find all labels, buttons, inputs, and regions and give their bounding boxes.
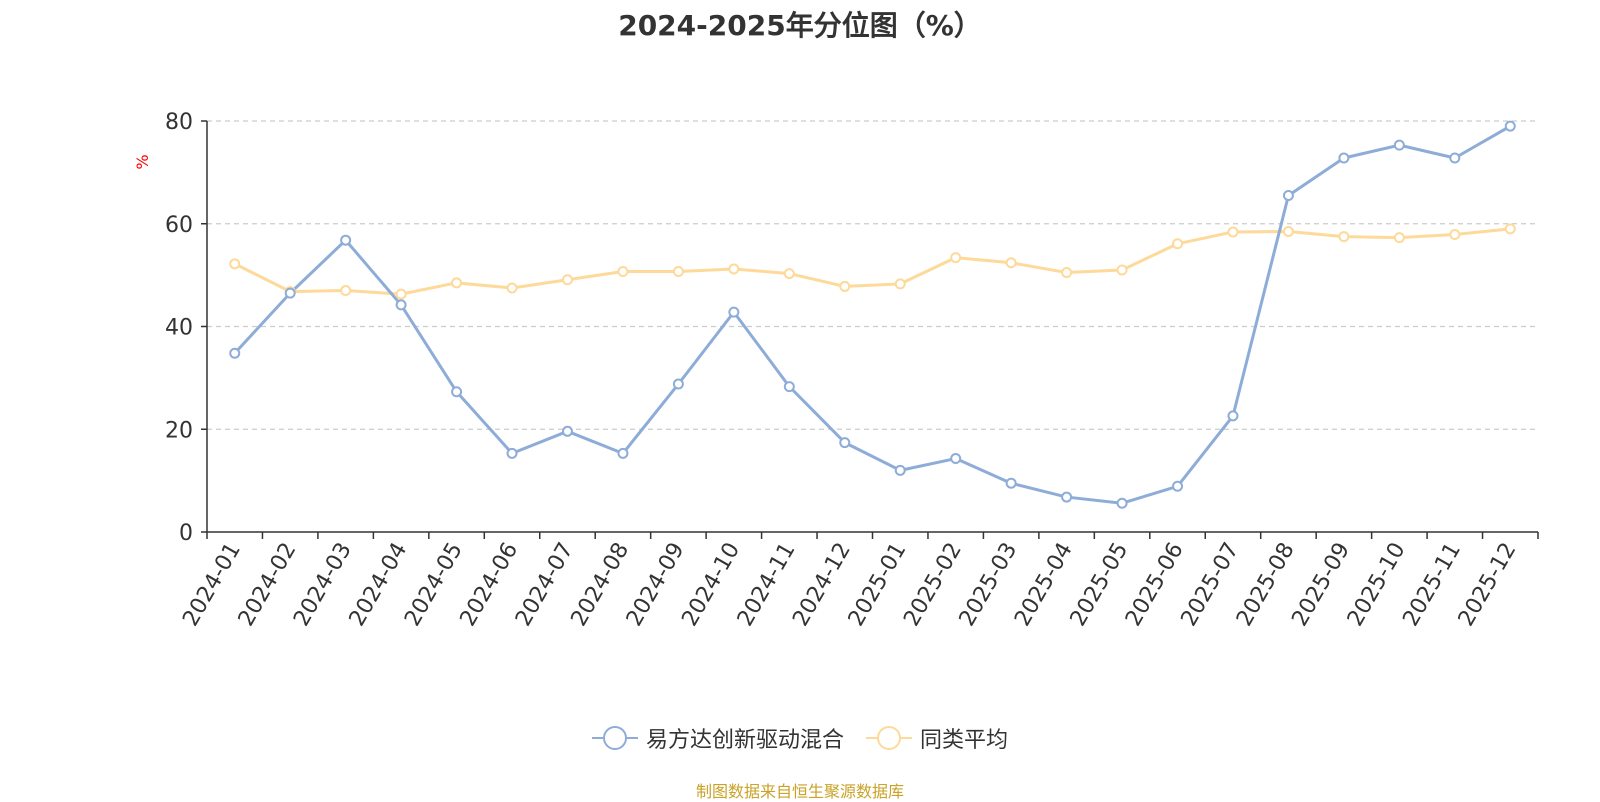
series-1-point: [284, 287, 296, 299]
legend-item-series-1[interactable]: 易方达创新驱动混合: [591, 722, 844, 754]
y-tick-label: 80: [165, 110, 193, 135]
series-2-point: [1282, 225, 1294, 237]
series-2-point: [1227, 226, 1239, 238]
series-1-point: [1172, 480, 1184, 492]
series-1-point: [1061, 491, 1073, 503]
series-1-point: [340, 234, 352, 246]
series-2-point: [1005, 257, 1017, 269]
series-1-point: [672, 378, 684, 390]
series-1-point: [1393, 139, 1405, 151]
series-1-point: [1227, 410, 1239, 422]
series-1-point: [506, 447, 518, 459]
series-2-point: [1061, 267, 1073, 279]
legend-label-series-1: 易方达创新驱动混合: [645, 728, 844, 753]
series-1-point: [1005, 477, 1017, 489]
series-1-point: [1282, 189, 1294, 201]
legend-swatch-series-1: [591, 725, 638, 751]
series-1-point: [728, 306, 740, 318]
y-axis-unit: %: [133, 154, 152, 169]
series-2-point: [672, 266, 684, 278]
series-2-point: [950, 252, 962, 264]
series-1-point: [783, 381, 795, 393]
y-tick-label: 60: [165, 213, 193, 238]
series-2-point: [1338, 231, 1350, 243]
series-2-point: [783, 268, 795, 280]
series-1-point: [617, 447, 629, 459]
series-1-point: [839, 437, 851, 449]
series-2-point: [395, 288, 407, 300]
series-1-point: [1504, 120, 1516, 132]
series-1-point: [229, 347, 241, 359]
series-1-point: [950, 453, 962, 465]
series-2-point: [728, 263, 740, 275]
series-2-point: [1393, 232, 1405, 244]
y-tick-label: 40: [165, 316, 193, 341]
series-2-point: [1172, 238, 1184, 250]
series-2-point: [617, 266, 629, 278]
series-2-point: [451, 277, 463, 289]
legend-label-series-2: 同类平均: [920, 728, 1009, 753]
series-line-1: [233, 124, 1512, 505]
source-note: 制图数据来自恒生聚源数据库: [695, 782, 904, 801]
series-2-point: [839, 280, 851, 292]
series-2-point: [1449, 229, 1461, 241]
series-2-point: [1504, 223, 1516, 235]
legend-item-series-2[interactable]: 同类平均: [866, 722, 1008, 754]
series-1-point: [395, 299, 407, 311]
chart-title: 2024-2025年分位图（%）: [618, 9, 982, 42]
y-tick-label: 0: [179, 521, 193, 546]
series-line-2: [234, 227, 1511, 296]
series-2-point: [340, 285, 352, 297]
series-1-point: [894, 464, 906, 476]
series-2-point: [1116, 264, 1128, 276]
series-2-point: [506, 282, 518, 294]
legend-swatch-series-2: [866, 725, 912, 751]
series-1-point: [561, 425, 573, 437]
series-1-point: [1449, 152, 1461, 164]
series-1-point: [1116, 497, 1128, 509]
series-1-point: [1338, 152, 1350, 164]
series-2-point: [229, 258, 241, 270]
legend: 易方达创新驱动混合 同类平均: [0, 722, 1600, 754]
series-2-point: [894, 278, 906, 290]
y-tick-label: 20: [165, 418, 193, 443]
series-2-point: [561, 274, 573, 286]
series-1-point: [451, 386, 463, 398]
